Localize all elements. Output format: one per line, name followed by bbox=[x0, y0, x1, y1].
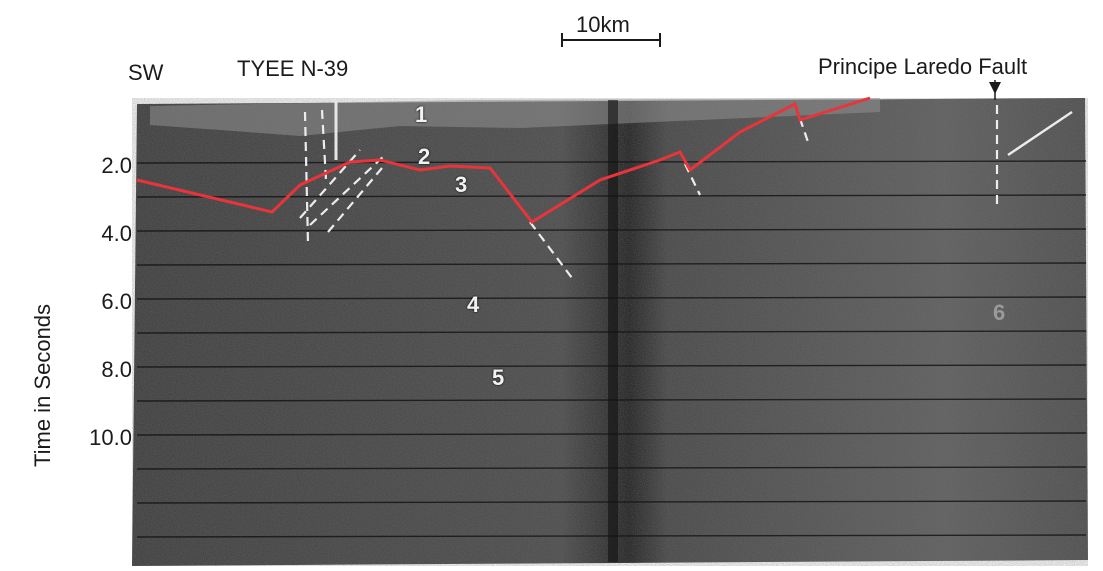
y-tick: 4.0 bbox=[101, 221, 132, 246]
unit-6-label: 6 bbox=[993, 300, 1006, 325]
unit-2-label: 2 bbox=[418, 144, 431, 169]
unit-4-label: 4 bbox=[467, 292, 480, 317]
well-label: TYEE N-39 bbox=[237, 56, 349, 81]
y-tick: 8.0 bbox=[101, 357, 132, 382]
sw-label: SW bbox=[128, 60, 164, 85]
scale-bar-label: 10km bbox=[576, 12, 630, 37]
unit-3-label: 3 bbox=[455, 172, 468, 197]
y-tick: 10.0 bbox=[89, 425, 132, 450]
dark-vertical-stripe bbox=[608, 100, 618, 562]
interpreted-horizon-line bbox=[136, 96, 871, 224]
unit-5-label: 5 bbox=[492, 365, 505, 390]
shallow-reflector-band bbox=[150, 98, 880, 136]
fault-label: Principe Laredo Fault bbox=[818, 54, 1028, 79]
y-tick: 2.0 bbox=[101, 153, 132, 178]
fault-splay-right bbox=[1007, 111, 1073, 156]
y-axis-label: Time in Seconds bbox=[30, 303, 55, 467]
unit-1-label: 1 bbox=[415, 102, 428, 127]
scale-bar bbox=[561, 33, 661, 47]
y-tick: 6.0 bbox=[101, 289, 132, 314]
